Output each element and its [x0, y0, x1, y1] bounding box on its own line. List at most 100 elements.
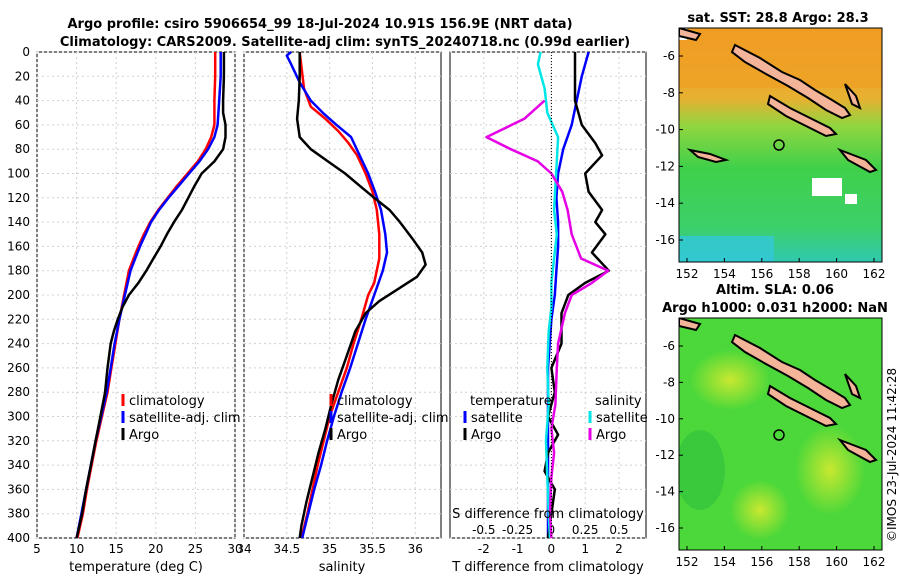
depth-tick-label: 260	[7, 361, 30, 375]
title-line1: Argo profile: csiro 5906654_99 18-Jul-20…	[67, 17, 572, 32]
sst-map-title: sat. SST: 28.8 Argo: 28.3	[687, 11, 868, 26]
legend-salinity-header: salinity	[595, 394, 642, 409]
salinity-xlabel: salinity	[319, 560, 366, 575]
difference-x-tick-label: 1	[581, 542, 589, 556]
sla-map-x-tick-label: 160	[825, 555, 848, 569]
argo-location-marker	[773, 429, 785, 441]
sla-map	[679, 318, 882, 550]
temperature-x-tick-label: 30	[227, 542, 242, 556]
sla-map-frame	[678, 317, 883, 551]
sst-map-y-tick-label: -16	[655, 233, 675, 247]
depth-tick-label: 100	[7, 167, 30, 181]
difference-series-salinity-argo	[485, 99, 610, 539]
sst-map-x-tick-label: 162	[863, 267, 886, 281]
sla-map-x-tick-label: 156	[750, 555, 773, 569]
difference-x-tick-label: -2	[478, 542, 490, 556]
salinity-x-tick-label: 34.5	[273, 542, 300, 556]
sla-map-y-tick-label: -6	[663, 339, 675, 353]
legend-s-satellite-label: satellite	[596, 411, 648, 426]
island-landmass	[836, 437, 878, 464]
s-difference-tick-label: -0.25	[502, 523, 533, 537]
island-landmass	[679, 28, 702, 42]
sst-map-y-tick-label: -14	[655, 196, 675, 210]
island-landmass	[730, 43, 852, 120]
sla-map-x-tick-label: 152	[676, 555, 699, 569]
legend-satellite-label: satellite-adj. clim	[129, 411, 241, 426]
depth-tick-label: 0	[22, 45, 30, 59]
salinity-x-tick-label: 35	[322, 542, 337, 556]
series-layer	[75, 51, 611, 539]
legend-climatology-label: climatology	[337, 394, 413, 409]
depth-tick-label: 220	[7, 312, 30, 326]
salinity-series-argo	[295, 52, 427, 539]
salinity-x-tick-label: 36	[408, 542, 423, 556]
legend-argo-label: Argo	[337, 428, 367, 443]
difference-series-temperature-argo	[543, 52, 611, 539]
s-difference-xlabel: S difference from climatology	[452, 507, 644, 522]
depth-tick-label: 200	[7, 288, 30, 302]
s-difference-tick-label: 0.5	[609, 523, 628, 537]
tick-layer: 0204060801001201401601802002202402602803…	[7, 45, 628, 556]
depth-tick-label: 160	[7, 239, 30, 253]
argo-location-marker	[773, 139, 785, 151]
sla-high-region	[795, 425, 865, 515]
sst-map-y-tick-label: -6	[663, 49, 675, 63]
sla-map-y-tick-label: -10	[655, 412, 675, 426]
sst-map-x-tick-label: 160	[825, 267, 848, 281]
sla-map-x-tick-label: 162	[863, 555, 886, 569]
legend-t-satellite-label: satellite	[471, 411, 523, 426]
depth-tick-label: 300	[7, 410, 30, 424]
difference-x-tick-label: 2	[615, 542, 623, 556]
sla-map-title-line2: Argo h1000: 0.031 h2000: NaN	[662, 301, 888, 316]
temperature-plot-frame	[36, 51, 236, 539]
island-landmass	[766, 94, 839, 138]
depth-tick-label: 180	[7, 264, 30, 278]
sla-map-y-tick-label: -12	[655, 448, 675, 462]
sst-map-y-tick-label: -8	[663, 86, 675, 100]
difference-series-salinity-satellite	[536, 51, 560, 539]
t-difference-xlabel: T difference from climatology	[451, 560, 644, 575]
sst-cloud-gap	[812, 178, 842, 196]
island-landmass	[844, 83, 862, 110]
sla-map-y-tick-label: -16	[655, 521, 675, 535]
island-landmass	[686, 148, 730, 164]
legend-t-argo-label: Argo	[471, 428, 501, 443]
map-tick-layer: -6 -8 -10 -12 -14 -16 152 154 156 158 160 162 -6 -8 -1…	[655, 49, 885, 569]
sst-map-x-tick-label: 156	[750, 267, 773, 281]
depth-tick-label: 360	[7, 482, 30, 496]
difference-legend: temperature satellite Argo salinity sate…	[463, 394, 648, 443]
sst-map-frame	[678, 27, 883, 263]
depth-tick-label: 400	[7, 531, 30, 545]
s-difference-tick-label: 0.25	[572, 523, 599, 537]
temperature-x-tick-label: 10	[69, 542, 84, 556]
salinity-legend: climatology satellite-adj. clim Argo	[329, 394, 449, 443]
depth-tick-label: 380	[7, 507, 30, 521]
temperature-series-argo	[75, 52, 227, 539]
depth-tick-label: 60	[15, 118, 30, 132]
sla-high-region	[730, 480, 790, 540]
sla-map-x-tick-label: 158	[788, 555, 811, 569]
island-landmass	[730, 333, 852, 410]
legend-s-argo-label: Argo	[596, 428, 626, 443]
depth-tick-label: 340	[7, 458, 30, 472]
depth-tick-label: 120	[7, 191, 30, 205]
legend-temperature-header: temperature	[470, 394, 552, 409]
island-landmass	[766, 384, 839, 428]
sst-map-x-tick-label: 154	[713, 267, 736, 281]
salinity-series-satellite-adj-clim	[285, 51, 389, 539]
legend-argo-label: Argo	[129, 428, 159, 443]
temperature-x-tick-label: 20	[148, 542, 163, 556]
title-line2: Climatology: CARS2009. Satellite-adj cli…	[60, 35, 630, 50]
temperature-x-tick-label: 25	[188, 542, 203, 556]
sst-map-x-tick-label: 158	[788, 267, 811, 281]
sst-map-y-tick-label: -10	[655, 123, 675, 137]
depth-tick-label: 280	[7, 385, 30, 399]
sla-map-y-tick-label: -14	[655, 485, 675, 499]
sst-map-x-tick-label: 152	[676, 267, 699, 281]
depth-tick-label: 320	[7, 434, 30, 448]
island-landmass	[836, 147, 878, 174]
difference-x-tick-label: -1	[512, 542, 524, 556]
sla-map-title-line1: Altim. SLA: 0.06	[716, 283, 834, 298]
sst-cloud-gap	[845, 194, 857, 204]
salinity-x-tick-label: 35.5	[359, 542, 386, 556]
